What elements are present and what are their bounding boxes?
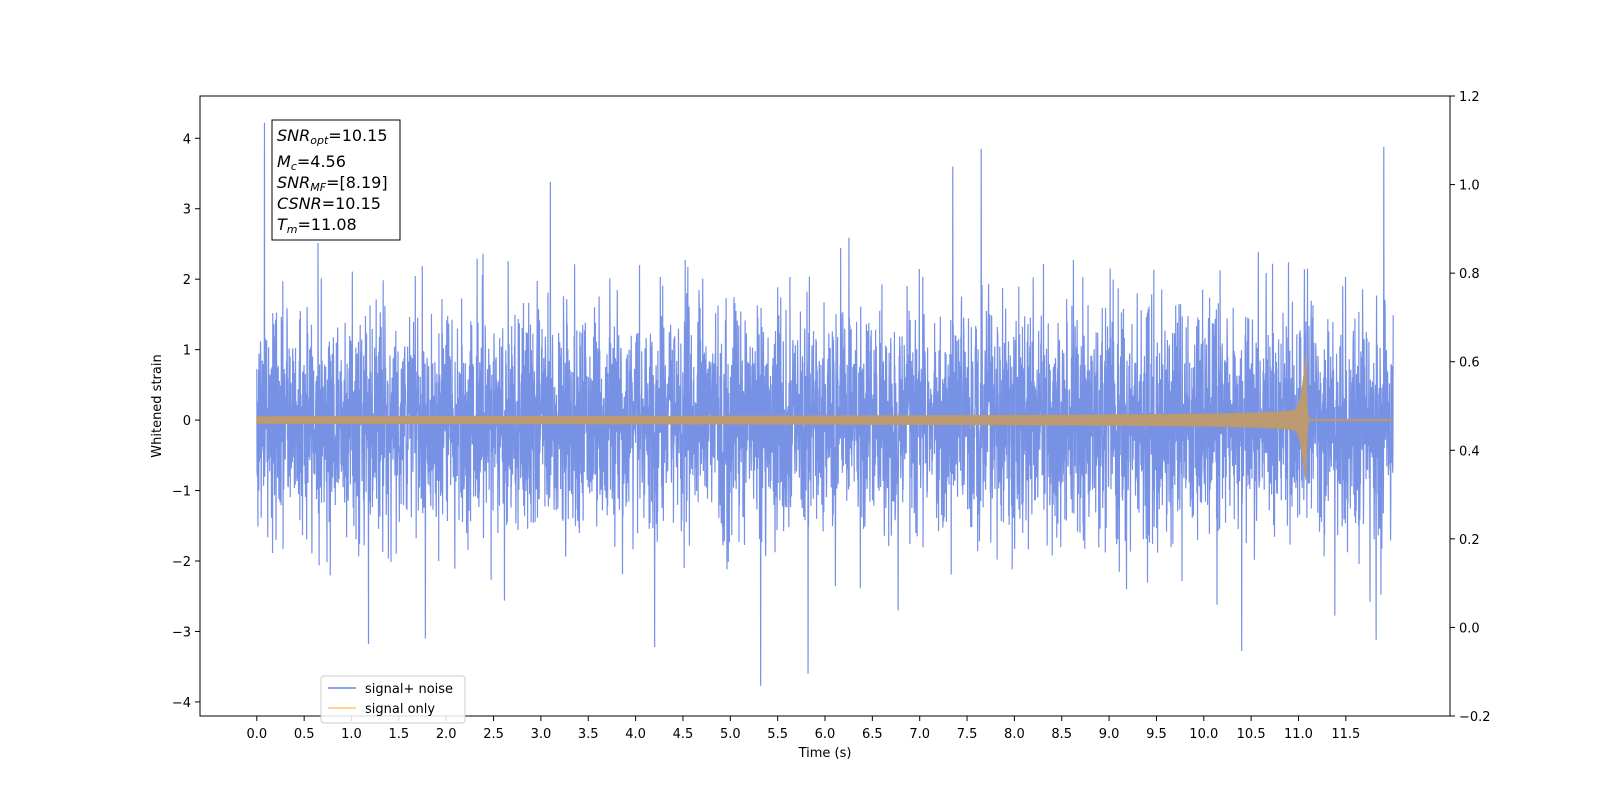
x-tick-label: 8.0 [1004, 727, 1025, 742]
y-right-tick-label: 0.4 [1459, 444, 1480, 459]
y-tick-label: 0 [183, 414, 191, 429]
legend-label-signal-only: signal only [365, 702, 435, 717]
x-tick-label: 1.5 [389, 727, 410, 742]
annotation-box: SNRopt=10.15 Mc=4.56 SNRMF=[8.19] CSNR=1… [271, 119, 401, 241]
annotation-tm: Tm=11.08 [277, 215, 357, 236]
series-layer [256, 122, 1394, 686]
y-right-tick-label: 1.2 [1459, 90, 1480, 105]
x-tick-label: 2.0 [436, 727, 457, 742]
y-axis-label: Whitened strain [150, 354, 165, 457]
legend: signal+ noise signal only [320, 675, 466, 724]
annotation-frame [271, 119, 401, 241]
x-tick-label: 0.0 [246, 727, 267, 742]
annotation-snr-opt: SNRopt=10.15 [277, 126, 388, 147]
y-axis-left: −4 −3 −2 −1 0 1 2 3 4 [172, 132, 200, 711]
x-tick-label: 7.5 [957, 727, 978, 742]
series-signal-noise [256, 122, 1394, 686]
y-tick-label: 2 [183, 273, 191, 288]
x-axis: 0.0 0.5 1.0 1.5 2.0 2.5 3.0 3.5 4.0 4.5 5.0 5.5 6.0 6… [246, 716, 1360, 742]
x-axis-label: Time (s) [798, 746, 852, 761]
x-tick-label: 10.0 [1189, 727, 1218, 742]
x-tick-label: 5.0 [720, 727, 741, 742]
annotation-csnr: CSNR=10.15 [277, 194, 381, 213]
x-tick-label: 0.5 [294, 727, 315, 742]
x-tick-label: 4.5 [673, 727, 694, 742]
x-tick-label: 8.5 [1051, 727, 1072, 742]
x-tick-label: 4.0 [625, 727, 646, 742]
annotation-snr-mf: SNRMF=[8.19] [277, 173, 388, 194]
x-tick-label: 3.0 [531, 727, 552, 742]
annotation-mc: Mc=4.56 [277, 152, 346, 173]
y-right-tick-label: 0.0 [1459, 621, 1480, 636]
y-tick-label: −4 [172, 696, 191, 711]
x-tick-label: 3.5 [578, 727, 599, 742]
x-tick-label: 10.5 [1237, 727, 1266, 742]
y-right-tick-label: 0.6 [1459, 356, 1480, 371]
y-right-tick-label: 0.2 [1459, 533, 1480, 548]
x-tick-label: 11.0 [1284, 727, 1313, 742]
y-tick-label: 3 [183, 203, 191, 218]
x-tick-label: 6.5 [862, 727, 883, 742]
legend-frame [320, 675, 466, 724]
x-tick-label: 2.5 [483, 727, 504, 742]
y-right-tick-label: 1.0 [1459, 179, 1480, 194]
x-tick-label: 11.5 [1331, 727, 1360, 742]
series-signal-only [256, 354, 1394, 481]
y-tick-label: 4 [183, 132, 191, 147]
y-tick-label: −1 [172, 485, 191, 500]
y-tick-label: 1 [183, 344, 191, 359]
y-tick-label: −3 [172, 625, 191, 640]
y-tick-label: −2 [172, 555, 191, 570]
x-tick-label: 9.0 [1099, 727, 1120, 742]
legend-label-signal-noise: signal+ noise [365, 682, 453, 697]
x-tick-label: 7.0 [909, 727, 930, 742]
y-right-tick-label: −0.2 [1459, 710, 1491, 725]
y-axis-right: −0.2 0.0 0.2 0.4 0.6 0.8 1.0 1.2 [1450, 90, 1491, 725]
x-tick-label: 5.5 [767, 727, 788, 742]
x-tick-label: 1.0 [341, 727, 362, 742]
y-right-tick-label: 0.8 [1459, 267, 1480, 282]
x-tick-label: 6.0 [815, 727, 836, 742]
x-tick-label: 9.5 [1146, 727, 1167, 742]
